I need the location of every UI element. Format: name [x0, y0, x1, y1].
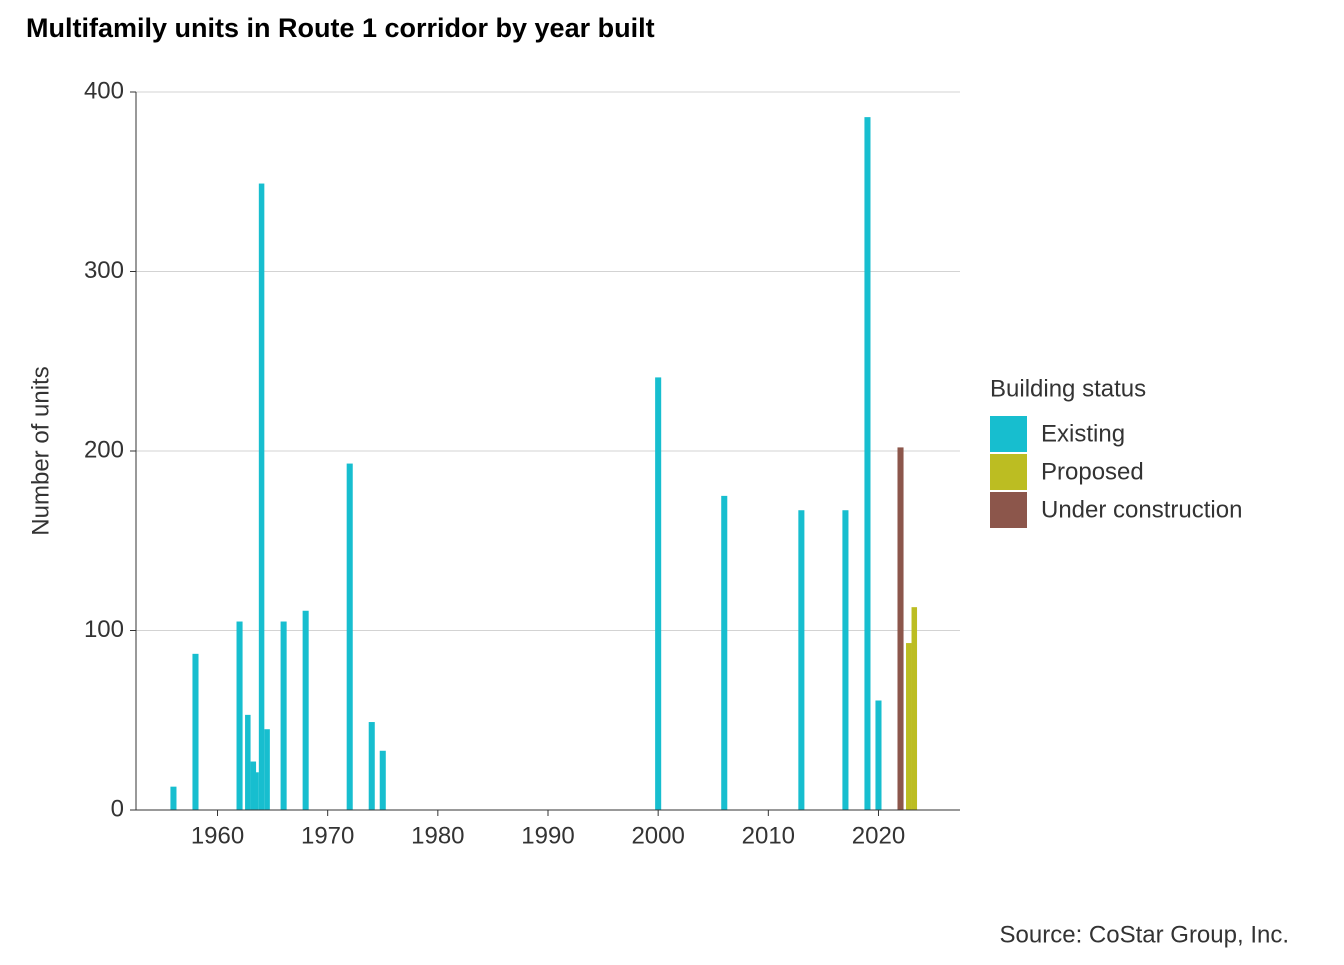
bar [655, 377, 662, 810]
legend-swatch [990, 492, 1027, 528]
legend-label: Existing [1041, 420, 1125, 447]
bar [170, 786, 177, 810]
bar [379, 750, 386, 810]
bar [245, 714, 251, 810]
bar [280, 621, 287, 810]
legend-label: Proposed [1041, 458, 1144, 485]
chart-title: Multifamily units in Route 1 corridor by… [26, 13, 655, 43]
y-tick-label: 300 [84, 257, 124, 284]
y-tick-label: 400 [84, 77, 124, 104]
y-tick-label: 100 [84, 616, 124, 643]
bar [798, 510, 805, 810]
x-tick-label: 2020 [852, 822, 905, 849]
x-tick-label: 1980 [411, 822, 464, 849]
x-tick-label: 1970 [301, 822, 354, 849]
y-tick-label: 0 [111, 795, 124, 822]
bar [346, 463, 353, 810]
x-tick-label: 2000 [631, 822, 684, 849]
bar [864, 117, 871, 810]
bar [236, 621, 243, 810]
x-tick-label: 1990 [521, 822, 574, 849]
bar [911, 607, 918, 810]
source: Source: CoStar Group, Inc. [1000, 921, 1289, 948]
legend-swatch [990, 416, 1027, 452]
bar [258, 183, 265, 811]
bar [368, 722, 375, 810]
bar [302, 610, 309, 810]
bar [897, 447, 904, 810]
bar [264, 729, 270, 810]
y-tick-label: 200 [84, 436, 124, 463]
x-tick-label: 1960 [191, 822, 244, 849]
bar [875, 700, 882, 810]
legend-label: Under construction [1041, 496, 1242, 523]
bar [721, 495, 728, 810]
legend-swatch [990, 454, 1027, 490]
bar [906, 643, 912, 810]
bar [253, 772, 259, 810]
bar [842, 510, 849, 810]
y-axis-label: Number of units [27, 366, 54, 535]
legend-title: Building status [990, 375, 1146, 402]
bar [192, 653, 199, 810]
x-tick-label: 2010 [742, 822, 795, 849]
